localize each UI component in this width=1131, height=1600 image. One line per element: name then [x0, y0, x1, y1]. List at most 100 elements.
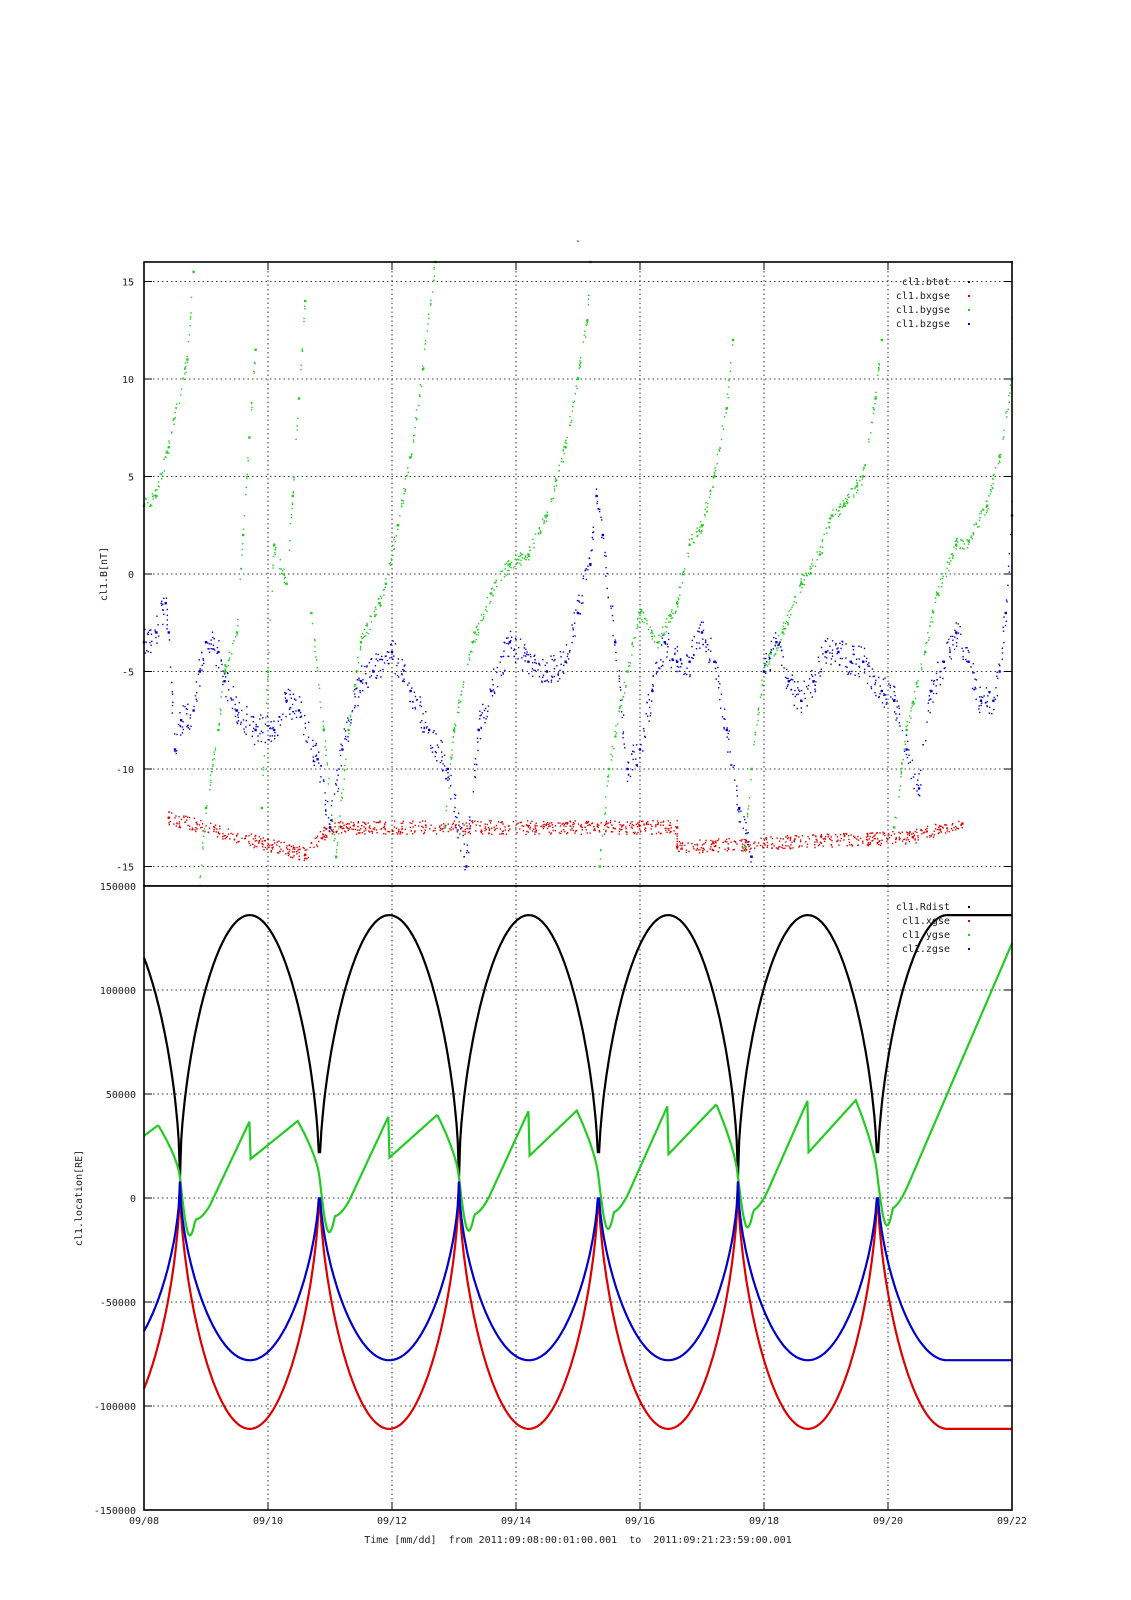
data-point [911, 701, 914, 703]
data-point [254, 348, 257, 351]
data-point [826, 532, 828, 534]
data-point [263, 839, 266, 842]
data-point [689, 674, 691, 676]
data-point [459, 833, 461, 835]
data-point [631, 641, 634, 644]
data-point [692, 846, 694, 848]
data-point [990, 484, 993, 487]
data-point [402, 668, 404, 671]
data-point [613, 747, 615, 750]
data-point [259, 718, 261, 720]
data-point [359, 689, 361, 692]
data-point [954, 540, 957, 543]
data-point [657, 641, 660, 644]
data-point [872, 839, 874, 842]
data-point [384, 586, 386, 589]
data-point [476, 737, 479, 739]
data-point [875, 391, 877, 394]
data-point [702, 643, 704, 646]
data-point [217, 728, 220, 732]
data-point [210, 639, 212, 641]
data-point [622, 732, 624, 735]
data-point [416, 418, 418, 421]
data-point [183, 378, 186, 380]
data-point [435, 833, 438, 835]
data-point [877, 370, 880, 372]
data-point [203, 828, 206, 830]
data-point [375, 821, 377, 824]
data-point [671, 658, 673, 660]
data-point [527, 824, 530, 827]
data-point [364, 822, 366, 825]
data-point [840, 647, 842, 650]
data-point [850, 834, 852, 836]
data-point [376, 832, 378, 834]
data-point [932, 680, 935, 683]
data-point [319, 701, 321, 703]
data-point [787, 623, 789, 625]
data-point [600, 519, 603, 521]
data-point [243, 837, 246, 840]
data-point [523, 655, 525, 657]
data-point [297, 849, 299, 851]
data-point [513, 649, 515, 652]
data-point [676, 650, 679, 652]
data-point [399, 830, 402, 833]
data-point [424, 721, 427, 724]
data-point [999, 454, 1001, 457]
data-point [651, 688, 654, 690]
data-point [799, 840, 802, 843]
data-point [862, 842, 864, 844]
data-point [946, 567, 948, 570]
data-point [874, 692, 876, 694]
data-point [468, 816, 471, 818]
data-point [708, 661, 710, 664]
data-point [917, 835, 919, 837]
data-point [714, 661, 717, 663]
data-point [715, 678, 717, 680]
data-point [388, 563, 391, 565]
data-point [309, 846, 311, 849]
data-point [933, 830, 935, 833]
data-point [989, 489, 992, 491]
data-point [736, 843, 738, 845]
data-point [967, 649, 969, 652]
data-point [330, 804, 333, 807]
data-point [166, 608, 169, 611]
data-point [291, 856, 294, 859]
data-point [620, 705, 622, 707]
data-point [618, 710, 620, 712]
data-point [843, 833, 845, 836]
data-point [643, 621, 645, 624]
data-point [519, 562, 521, 565]
data-point [569, 416, 571, 418]
data-point [226, 835, 228, 838]
data-point [898, 707, 900, 710]
data-point [548, 825, 550, 828]
data-point [808, 838, 811, 840]
data-point [288, 708, 291, 711]
data-point [917, 685, 919, 688]
data-point [287, 848, 289, 850]
data-point [502, 830, 505, 832]
data-point [566, 436, 568, 439]
data-point [770, 649, 772, 651]
data-point [464, 869, 466, 871]
data-point [643, 824, 645, 826]
data-point [315, 844, 318, 846]
data-point [785, 620, 788, 623]
data-point [554, 477, 557, 479]
data-point [931, 833, 933, 835]
data-point [662, 661, 664, 663]
bottom-legend-swatch [968, 906, 970, 908]
data-point [327, 817, 330, 819]
data-point [213, 751, 215, 753]
data-point [538, 675, 541, 678]
data-point [587, 294, 590, 297]
data-point [643, 730, 645, 732]
data-point [434, 750, 437, 753]
data-point [260, 740, 263, 743]
data-point [676, 844, 678, 847]
x-tick-label: 09/20 [873, 1516, 903, 1527]
data-point [816, 839, 818, 841]
